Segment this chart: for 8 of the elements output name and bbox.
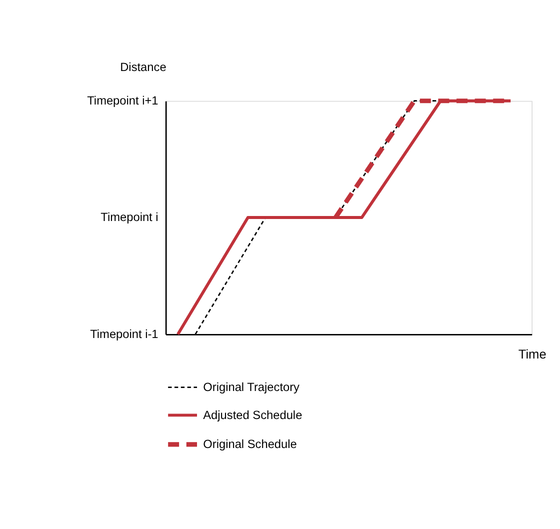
legend-label: Adjusted Schedule — [203, 408, 303, 422]
y-axis-title: Distance — [120, 60, 167, 74]
x-axis-title: Time — [518, 346, 546, 362]
legend-label: Original Trajectory — [203, 380, 300, 394]
legend-label: Original Schedule — [203, 437, 298, 452]
text: Timepoint i-1 — [90, 326, 159, 341]
text: Timepoint i+1 — [87, 94, 159, 108]
text: Timepoint i — [100, 210, 158, 224]
